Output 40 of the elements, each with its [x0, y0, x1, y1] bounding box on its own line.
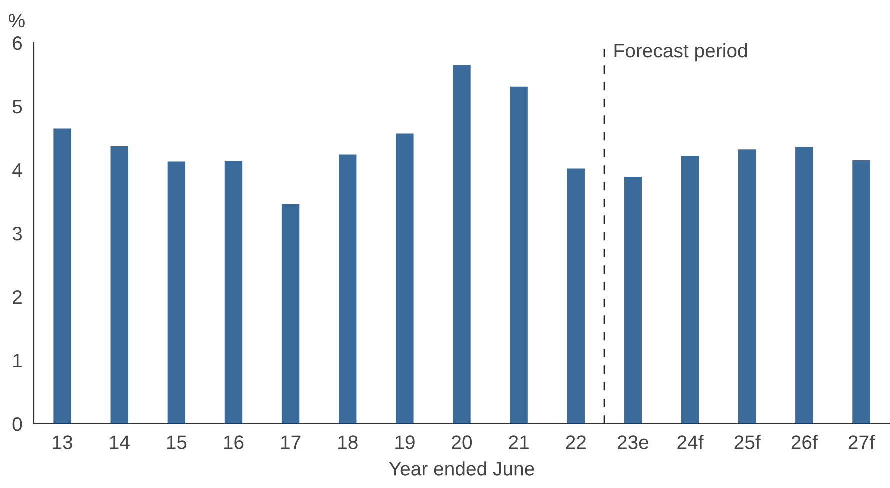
x-tick-label: 16: [224, 436, 244, 450]
bar: [110, 146, 128, 424]
bar: [339, 154, 357, 424]
bar: [681, 156, 700, 424]
x-tick-label: 15: [167, 436, 187, 450]
bar: [453, 65, 471, 424]
bar: [282, 204, 300, 424]
x-tick-label: 25f: [734, 435, 761, 450]
y-tick-label: 1: [14, 354, 22, 368]
y-tick-label: 3: [12, 226, 22, 241]
x-tick-label: 22: [566, 436, 586, 450]
bar: [168, 162, 186, 424]
y-tick-label: 6: [13, 36, 22, 50]
y-axis-title: %: [9, 14, 25, 28]
y-tick-label: 0: [12, 417, 22, 432]
bar: [796, 147, 814, 424]
bar: [396, 134, 414, 424]
bar: [624, 176, 642, 424]
y-tick-label: 5: [12, 100, 22, 114]
bar: [224, 161, 243, 424]
x-tick-label: 23e: [618, 436, 649, 450]
bar: [852, 160, 870, 424]
y-tick-label: 4: [12, 164, 22, 178]
annotation: Forecast period: [614, 43, 748, 62]
x-tick-label: 14: [110, 436, 130, 450]
bar: [510, 86, 528, 424]
x-tick-label: 26f: [792, 435, 818, 450]
x-tick-label: 13: [53, 436, 72, 450]
x-axis-title: Year ended June: [389, 462, 534, 476]
x-tick-label: 24f: [678, 435, 704, 450]
x-tick-label: 27f: [848, 435, 876, 450]
x-tick-label: 17: [281, 436, 301, 450]
x-tick-label: 21: [509, 436, 529, 450]
x-tick-label: 19: [396, 436, 415, 450]
bar: [54, 128, 72, 424]
bar: [567, 168, 585, 424]
bar: [738, 150, 756, 424]
y-tick-label: 2: [13, 290, 22, 304]
x-tick-label: 18: [338, 436, 358, 450]
x-tick-label: 20: [452, 436, 472, 450]
